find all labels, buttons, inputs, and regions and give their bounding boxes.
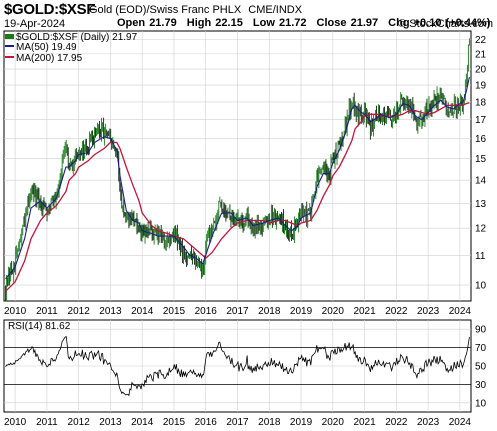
chart-date: 19-Apr-2024: [4, 18, 66, 30]
price-x-tick-label: 2024: [449, 306, 472, 317]
rsi-y-tick-label: 30: [475, 380, 487, 391]
price-grid: [4, 31, 471, 301]
price-y-tick-label: 15: [475, 154, 487, 165]
legend-rsi: RSI(14) 81.62: [8, 321, 71, 332]
legend-ma200: MA(200) 17.95: [16, 53, 83, 64]
rsi-x-tick-label: 2013: [99, 417, 122, 428]
rsi-y-tick-label: 50: [475, 362, 487, 373]
price-legend: $GOLD:$XSF (Daily) 21.97 MA(50) 19.49 MA…: [5, 32, 138, 64]
rsi-x-tick-label: 2018: [258, 417, 281, 428]
price-y-tick-label: 12: [475, 224, 487, 235]
price-x-tick-label: 2023: [417, 306, 440, 317]
rsi-x-tick-label: 2010: [4, 417, 27, 428]
rsi-x-tick-label: 2019: [290, 417, 313, 428]
copyright-text: © StockCharts.com: [398, 18, 493, 30]
close-label: Close: [316, 17, 347, 29]
price-x-tick-label: 2010: [4, 306, 27, 317]
rsi-x-tick-label: 2021: [353, 417, 376, 428]
rsi-y-tick-label: 70: [475, 343, 487, 354]
chart-symbol: $GOLD:$XSF: [4, 1, 96, 18]
chart-description: Gold (EOD)/Swiss Franc PHLX CME/INDX: [89, 4, 302, 16]
high-value: 22.15: [215, 17, 243, 29]
price-y-tick-label: 11: [475, 251, 486, 262]
price-x-tick-label: 2011: [36, 306, 58, 317]
rsi-y-tick-label: 10: [475, 398, 487, 409]
rsi-x-tick-label: 2017: [226, 417, 249, 428]
price-y-tick-label: 20: [475, 65, 487, 76]
rsi-x-tick-label: 2014: [131, 417, 154, 428]
price-x-tick-label: 2020: [322, 306, 345, 317]
price-x-tick-label: 2015: [163, 306, 186, 317]
rsi-x-tick-label: 2012: [68, 417, 91, 428]
price-y-tick-label: 10: [475, 281, 487, 292]
price-x-tick-label: 2019: [290, 306, 313, 317]
description-text: Gold (EOD)/Swiss Franc PHLX: [89, 4, 242, 16]
price-x-tick-label: 2018: [258, 306, 281, 317]
ma50-line: [5, 76, 470, 280]
rsi-x-tick-label: 2015: [163, 417, 186, 428]
close-value: 21.97: [350, 17, 379, 29]
price-y-tick-label: 16: [475, 134, 487, 145]
price-y-tick-label: 13: [475, 199, 487, 210]
price-x-tick-label: 2016: [195, 306, 218, 317]
rsi-x-tick-label: 2022: [385, 417, 408, 428]
price-y-tick-label: 18: [475, 97, 487, 108]
high-label: High: [186, 17, 212, 29]
price-y-tick-label: 19: [475, 81, 487, 92]
chg-label: Chg: [388, 17, 410, 29]
low-value: 21.72: [278, 17, 307, 29]
ohlc-readout: Open 21.79 High 22.15 Low 21.72 Close 21…: [117, 17, 490, 29]
rsi-x-tick-label: 2011: [36, 417, 58, 428]
legend-price: $GOLD:$XSF (Daily) 21.97: [16, 32, 138, 43]
rsi-line: [5, 335, 470, 397]
rsi-x-tick-label: 2023: [417, 417, 440, 428]
rsi-x-tick-label: 2016: [195, 417, 218, 428]
rsi-y-axis: 10 30 50 70 90: [475, 325, 487, 410]
price-x-tick-label: 2021: [353, 306, 376, 317]
rsi-x-axis: 2010 2011 2012 2013 2014 2015 2016 2017 2018 2019…: [4, 417, 471, 428]
price-y-tick-label: 22: [475, 35, 487, 46]
ma200-line: [5, 102, 470, 292]
price-x-tick-label: 2022: [385, 306, 408, 317]
legend-ma50: MA(50) 19.49: [16, 42, 77, 53]
exchange-text: CME/INDX: [248, 4, 303, 16]
low-label: Low: [252, 17, 275, 29]
rsi-grid: [4, 320, 471, 412]
price-y-axis: 10 11 12 13 14 15 16 17 18 19 20 21 22: [475, 35, 487, 292]
price-x-axis: 2010 2011 2012 2013 2014 2015 2016 2017 2018 2019…: [4, 306, 471, 317]
price-x-tick-label: 2013: [99, 306, 122, 317]
open-value: 21.79: [149, 17, 177, 29]
price-y-tick-label: 14: [475, 176, 487, 187]
rsi-y-tick-label: 90: [475, 325, 487, 336]
rsi-x-tick-label: 2020: [322, 417, 345, 428]
price-y-tick-label: 21: [475, 49, 487, 60]
price-x-tick-label: 2012: [68, 306, 91, 317]
price-x-tick-label: 2014: [131, 306, 154, 317]
price-x-tick-label: 2017: [226, 306, 249, 317]
open-label: Open: [117, 17, 146, 29]
price-y-tick-label: 17: [475, 115, 487, 126]
chg-value: +0.10 (+0.44%): [413, 17, 491, 29]
legend-price-swatch: [5, 34, 14, 39]
rsi-x-tick-label: 2024: [449, 417, 472, 428]
